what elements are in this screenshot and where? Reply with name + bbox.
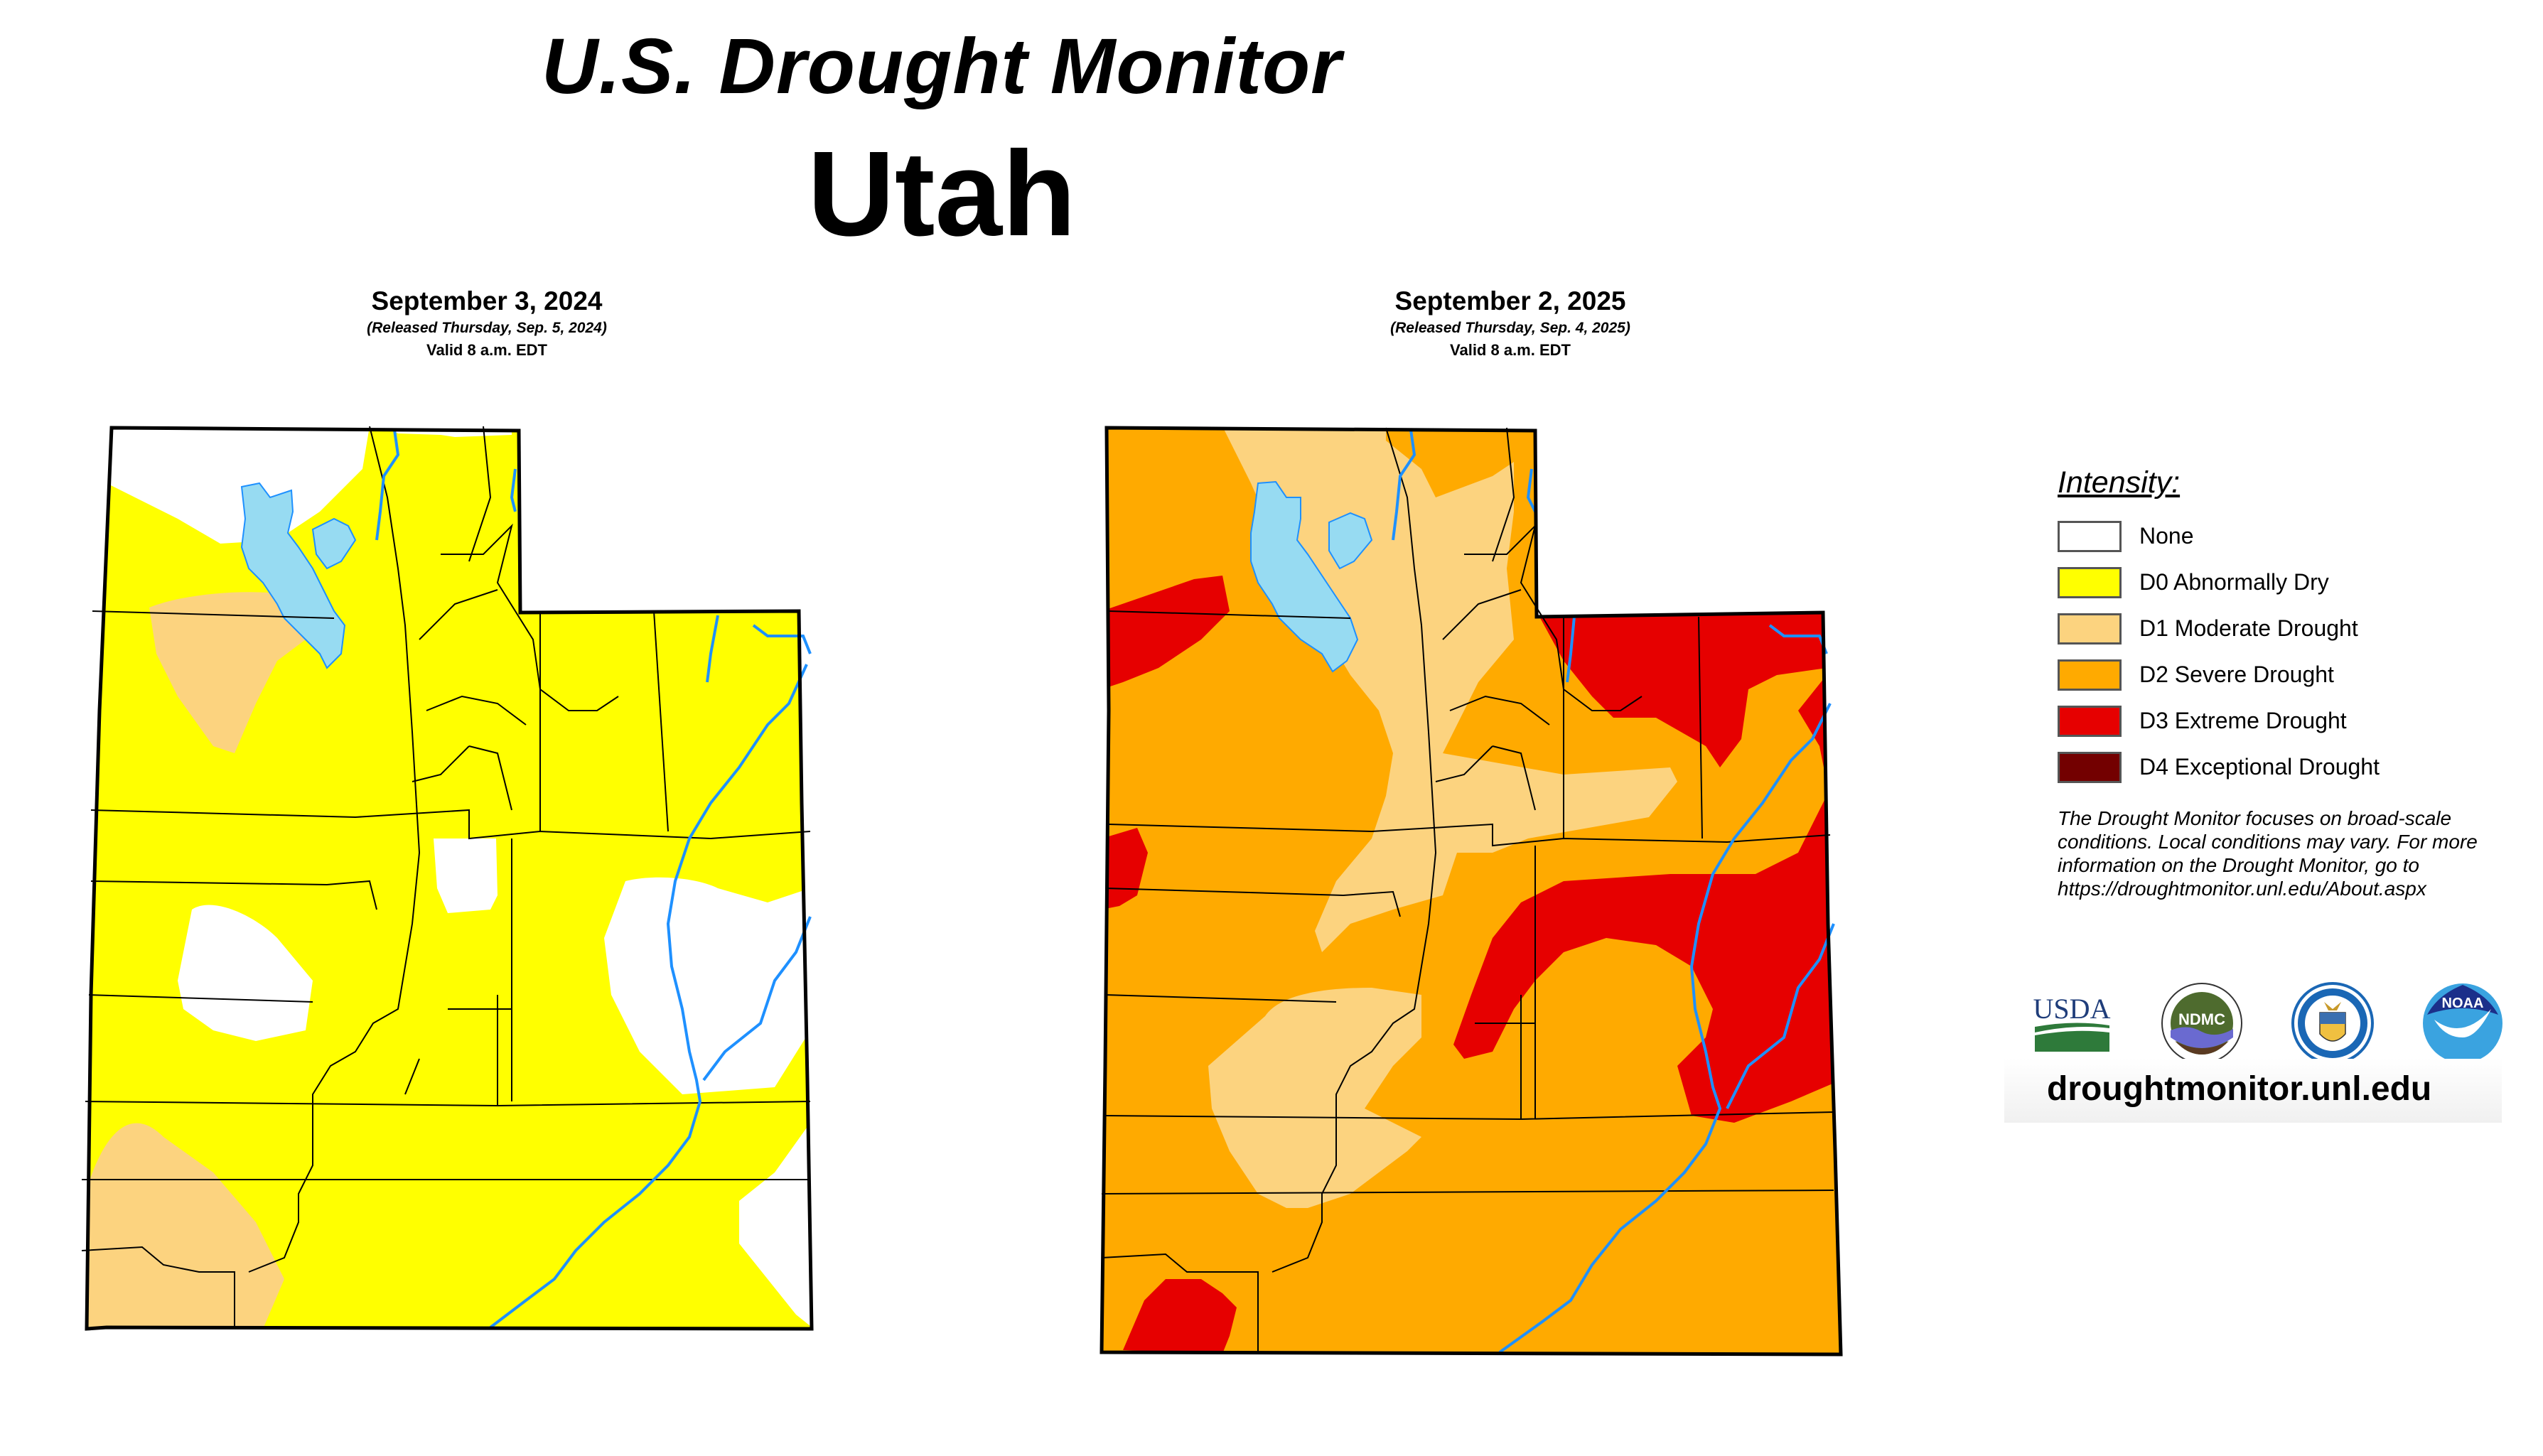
map-2024 [87, 428, 812, 1329]
website-link[interactable]: droughtmonitor.unl.edu [2047, 1070, 2432, 1108]
legend-label: D0 Abnormally Dry [2139, 569, 2329, 595]
legend-item-d3: D3 Extreme Drought [2058, 698, 2498, 744]
map-2024-header: September 3, 2024 (Released Thursday, Se… [274, 286, 700, 361]
svg-text:NDMC: NDMC [2178, 1010, 2225, 1028]
map-2025-header: September 2, 2025 (Released Thursday, Se… [1297, 286, 1724, 361]
page-title: U.S. Drought Monitor [542, 23, 1342, 110]
department-of-commerce-seal [2286, 977, 2379, 1069]
map-valid: Valid 8 a.m. EDT [426, 341, 547, 359]
legend-label: None [2139, 523, 2194, 549]
legend-label: D2 Severe Drought [2139, 662, 2334, 687]
legend-swatch [2058, 520, 2122, 552]
legend-swatch [2058, 613, 2122, 645]
legend-item-d1: D1 Moderate Drought [2058, 605, 2498, 652]
legend-title: Intensity: [2058, 465, 2181, 500]
legend-label: D4 Exceptional Drought [2139, 754, 2380, 780]
partner-logos: USDA NDMC NOAA [2026, 977, 2509, 1069]
legend-item-none: None [2058, 513, 2498, 559]
legend-swatch [2058, 705, 2122, 737]
disclaimer-text: The Drought Monitor focuses on broad-sca… [2058, 807, 2478, 900]
great-salt-lake-2024 [240, 482, 357, 669]
rivers-2025 [1392, 429, 1835, 1354]
legend-swatch [2058, 659, 2122, 691]
ndmc-logo: NDMC [2156, 977, 2248, 1069]
svg-text:USDA: USDA [2033, 993, 2110, 1025]
legend-swatch [2058, 566, 2122, 598]
legend-label: D3 Extreme Drought [2139, 708, 2347, 733]
utah-outline-2025 [1100, 426, 1843, 1357]
rivers-2024 [375, 429, 812, 1329]
usda-logo: USDA [2026, 977, 2118, 1069]
legend: Intensity: None D0 Abnormally Dry D1 Mod… [2058, 465, 2498, 790]
map-valid: Valid 8 a.m. EDT [1450, 341, 1571, 359]
svg-text:NOAA: NOAA [2442, 996, 2484, 1011]
map-released: (Released Thursday, Sep. 4, 2025) [1390, 320, 1630, 336]
legend-swatch [2058, 751, 2122, 783]
map-date: September 3, 2024 [371, 286, 603, 316]
state-title: Utah [807, 126, 1076, 261]
great-salt-lake-2025 [1250, 480, 1373, 673]
legend-item-d0: D0 Abnormally Dry [2058, 559, 2498, 605]
legend-label: D1 Moderate Drought [2139, 615, 2358, 641]
map-released: (Released Thursday, Sep. 5, 2024) [367, 320, 607, 336]
legend-item-d2: D2 Severe Drought [2058, 652, 2498, 698]
county-lines-2025 [1101, 427, 1834, 1352]
map-date: September 2, 2025 [1394, 286, 1626, 316]
noaa-logo: NOAA [2416, 977, 2509, 1069]
legend-item-d4: D4 Exceptional Drought [2058, 744, 2498, 790]
footer-background [2004, 1059, 2502, 1123]
utah-outline-2024 [85, 426, 814, 1331]
county-lines-2024 [81, 426, 811, 1329]
